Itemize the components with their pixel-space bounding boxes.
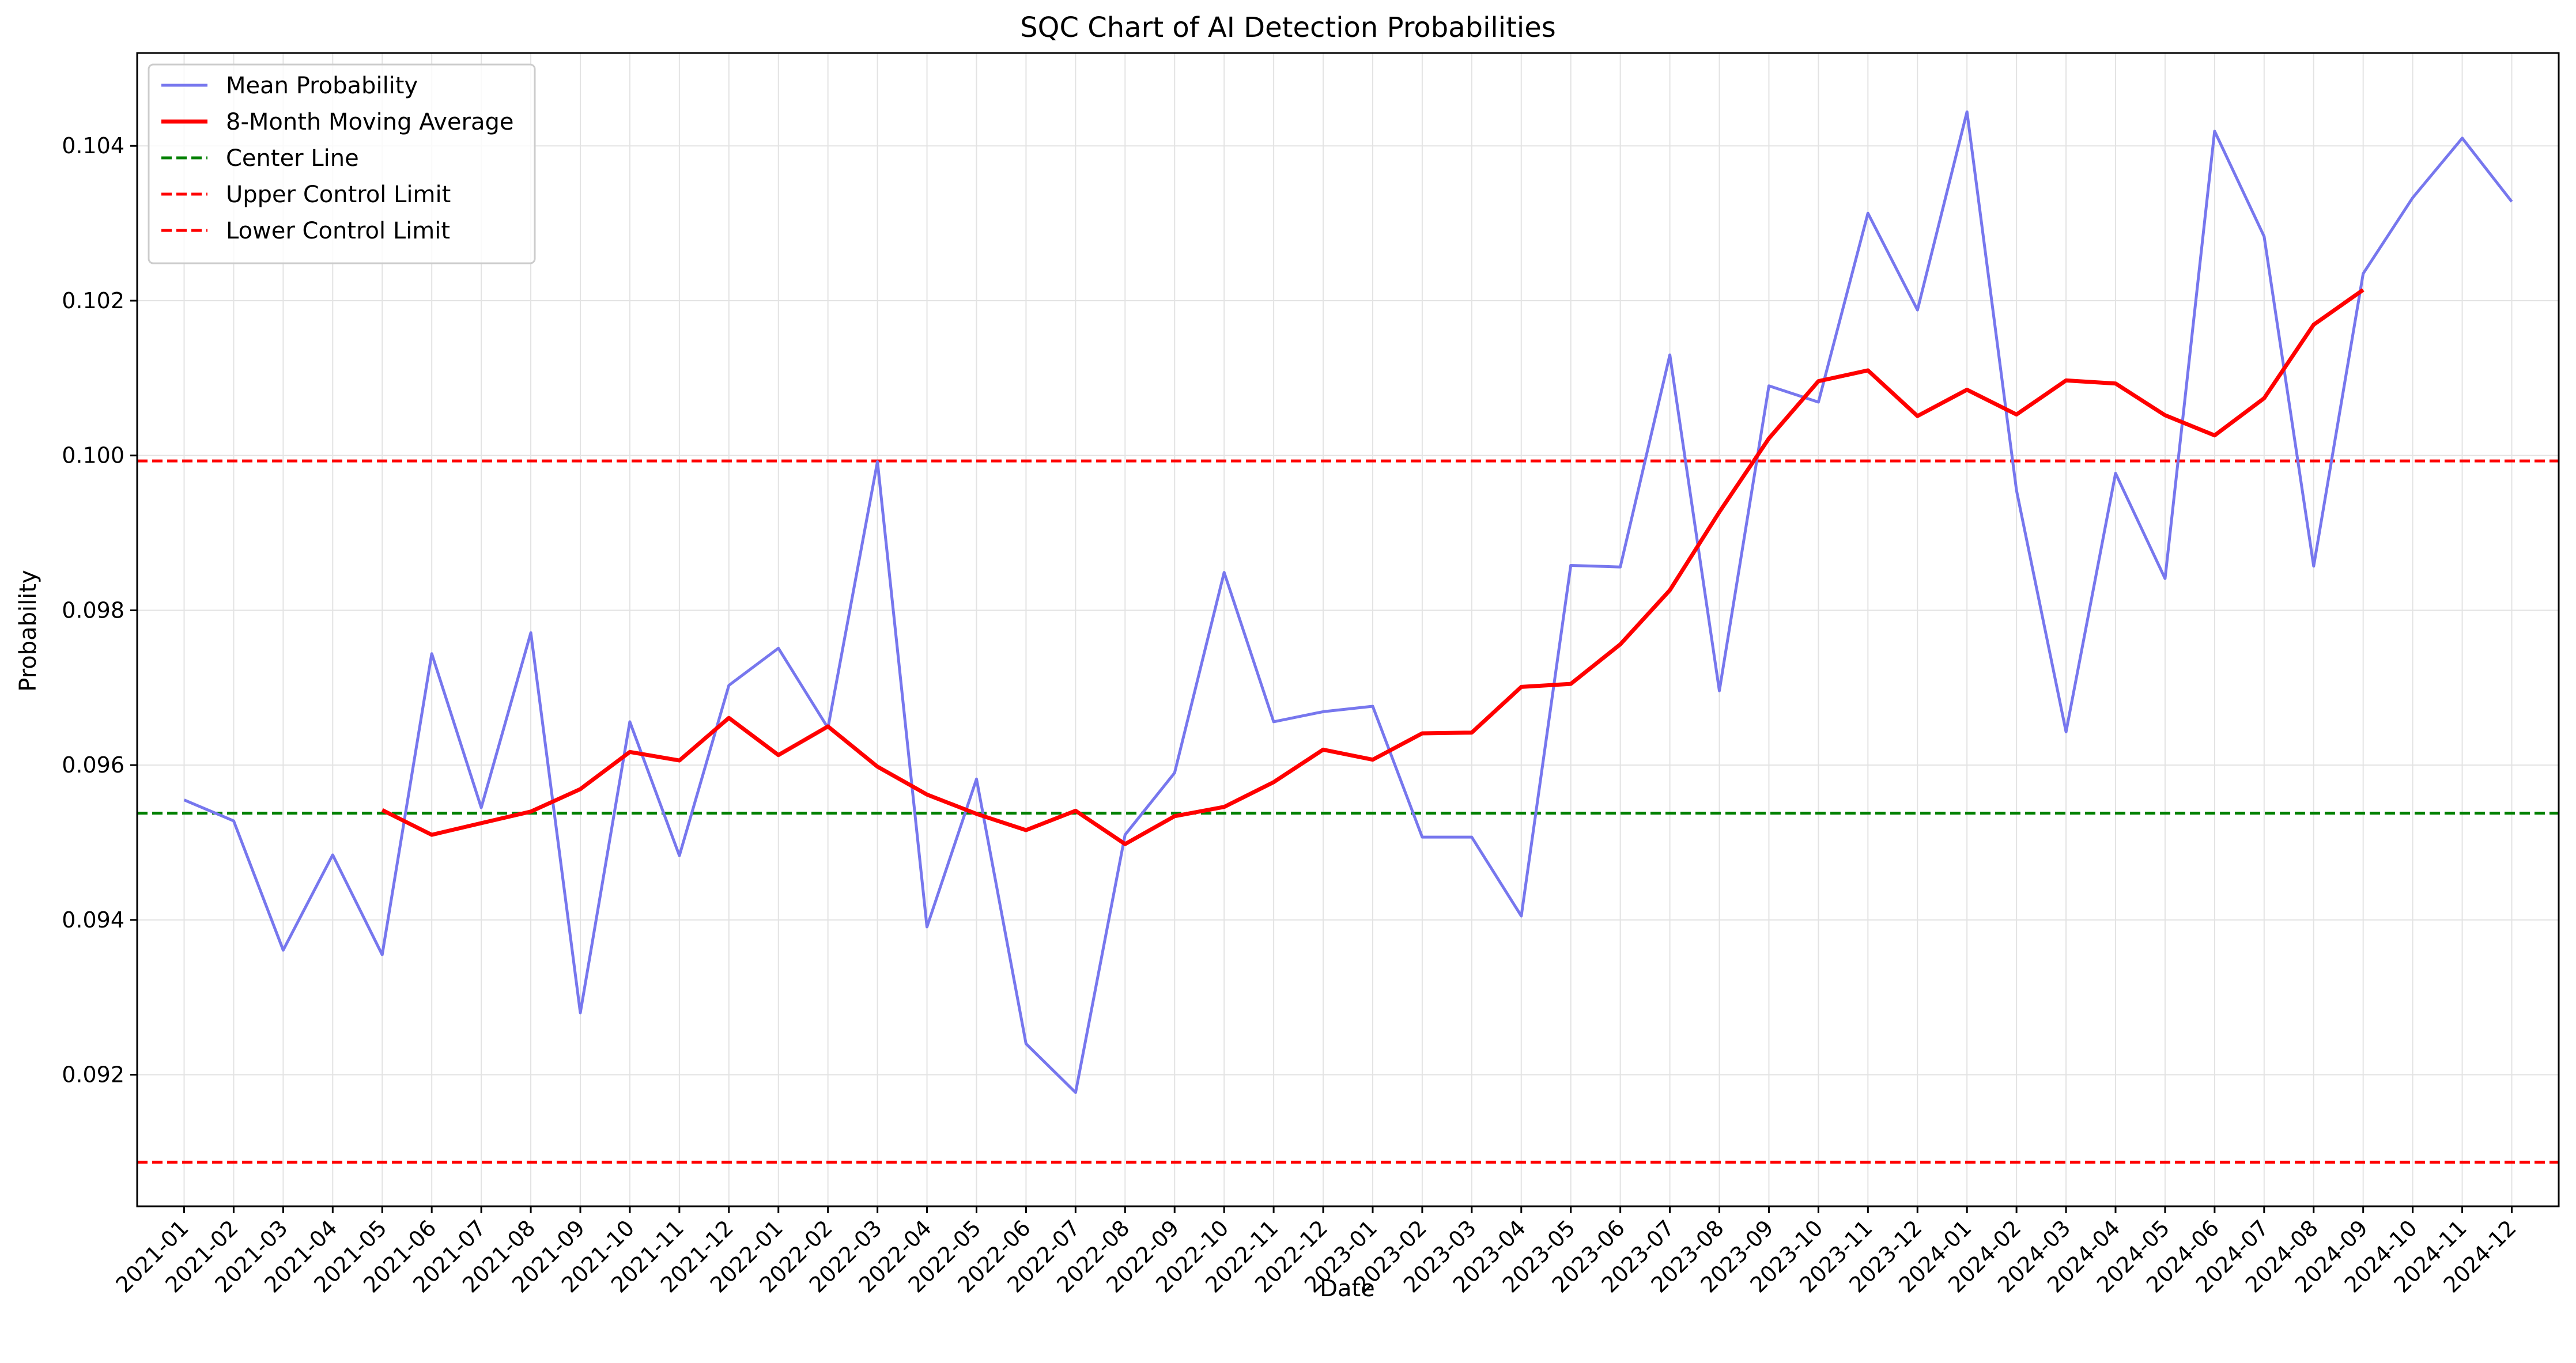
legend-label: Upper Control Limit bbox=[226, 181, 451, 208]
series-line-8-month-moving-average bbox=[381, 288, 2365, 846]
y-tick-label: 0.094 bbox=[62, 907, 124, 933]
y-tick-label: 0.096 bbox=[62, 752, 124, 778]
chart-title: SQC Chart of AI Detection Probabilities bbox=[1020, 12, 1556, 44]
reference-lines bbox=[137, 459, 2559, 1164]
plot-frame bbox=[136, 52, 2560, 1207]
legend-label: Lower Control Limit bbox=[226, 218, 450, 244]
y-axis: 0.092 0.094 0.096 0.098 0.100 0.102 0.104 bbox=[62, 133, 137, 1088]
series-line-mean-probability bbox=[183, 110, 2513, 1094]
legend-label: Center Line bbox=[226, 145, 359, 172]
y-tick-label: 0.102 bbox=[62, 288, 124, 313]
x-axis-label: Date bbox=[1320, 1275, 1375, 1302]
legend-box bbox=[148, 63, 536, 264]
legend-label: 8-Month Moving Average bbox=[226, 109, 513, 135]
legend: Mean Probability 8-Month Moving Average Ce… bbox=[148, 63, 536, 264]
y-tick-label: 0.100 bbox=[62, 443, 124, 468]
series bbox=[183, 110, 2513, 1094]
y-tick-label: 0.104 bbox=[62, 133, 124, 158]
legend-label: Mean Probability bbox=[226, 73, 418, 99]
y-tick-label: 0.098 bbox=[62, 597, 124, 623]
y-tick-label: 0.092 bbox=[62, 1062, 124, 1088]
y-axis-label: Probability bbox=[15, 570, 41, 691]
